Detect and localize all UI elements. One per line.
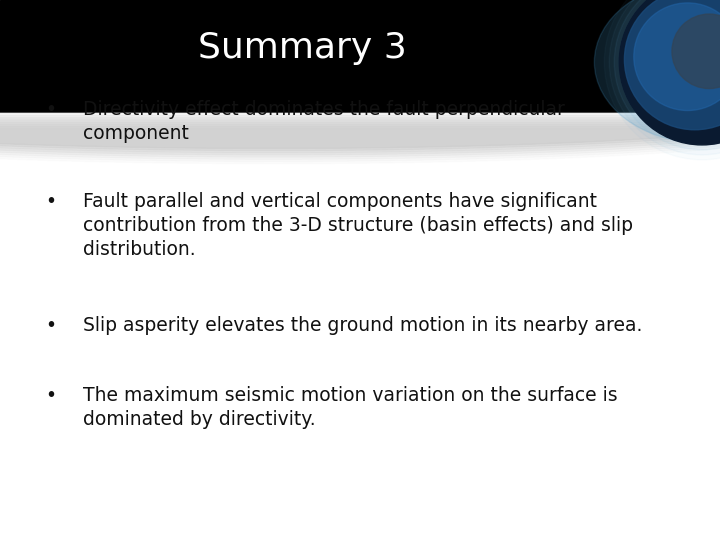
Text: Slip asperity elevates the ground motion in its nearby area.: Slip asperity elevates the ground motion… bbox=[83, 316, 642, 335]
Text: •: • bbox=[45, 316, 56, 335]
Text: Summary 3: Summary 3 bbox=[198, 31, 407, 65]
Polygon shape bbox=[0, 113, 720, 148]
Text: The maximum seismic motion variation on the surface is
dominated by directivity.: The maximum seismic motion variation on … bbox=[83, 386, 618, 429]
Text: Directivity effect dominates the fault perpendicular
component: Directivity effect dominates the fault p… bbox=[83, 100, 564, 143]
Ellipse shape bbox=[634, 3, 720, 111]
Ellipse shape bbox=[672, 14, 720, 89]
Text: •: • bbox=[45, 386, 56, 405]
Ellipse shape bbox=[609, 0, 720, 155]
Polygon shape bbox=[0, 120, 720, 155]
Circle shape bbox=[595, 0, 720, 143]
Ellipse shape bbox=[619, 0, 720, 145]
Ellipse shape bbox=[614, 0, 720, 150]
Ellipse shape bbox=[624, 0, 720, 130]
Polygon shape bbox=[0, 118, 720, 153]
Bar bbox=[0, 0, 720, 113]
Text: Fault parallel and vertical components have significant
contribution from the 3-: Fault parallel and vertical components h… bbox=[83, 192, 633, 259]
Ellipse shape bbox=[619, 0, 720, 145]
Text: •: • bbox=[45, 100, 56, 119]
Text: •: • bbox=[45, 192, 56, 211]
Polygon shape bbox=[0, 116, 720, 151]
Polygon shape bbox=[0, 113, 720, 148]
